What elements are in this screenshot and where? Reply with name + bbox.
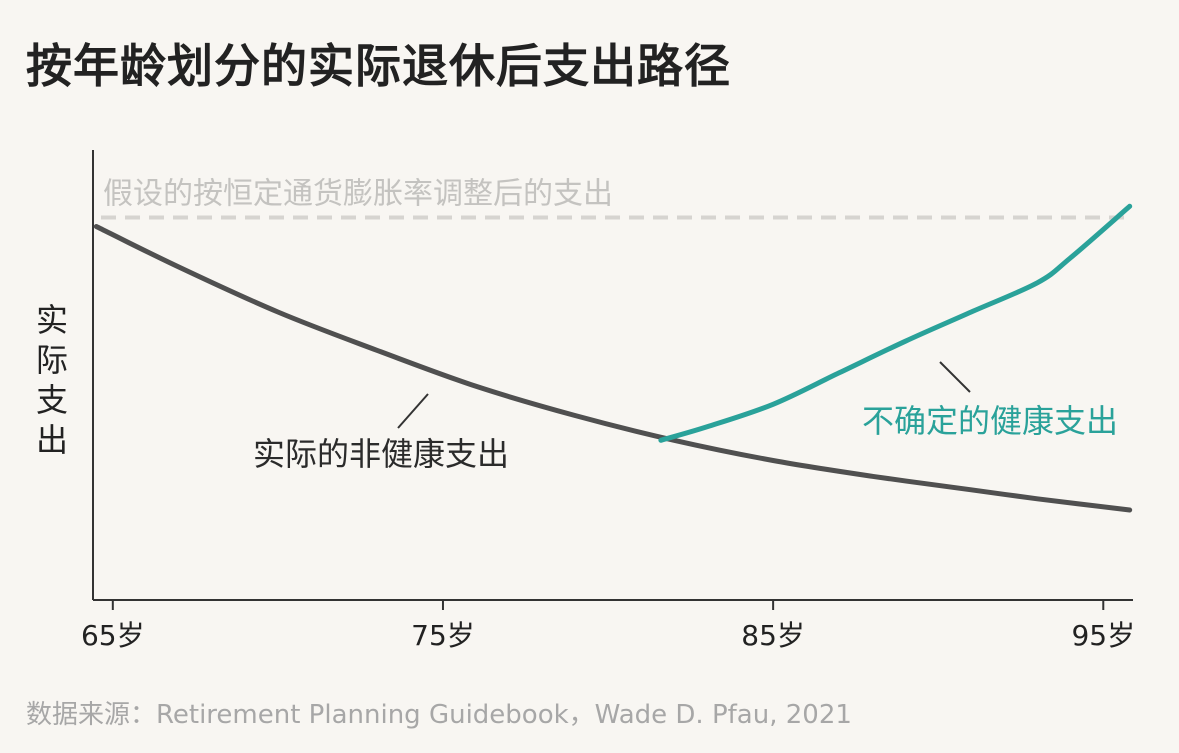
health-spending-line <box>658 203 1133 443</box>
y-axis-label: 实际支出 <box>36 301 68 459</box>
x-ticks: 65岁 75岁 85岁 95岁 <box>81 600 1135 652</box>
x-tick-label: 65岁 <box>81 619 145 652</box>
health-spending-label: 不确定的健康支出 <box>862 402 1118 440</box>
reference-line-label: 假设的按恒定通货膨胀率调整后的支出 <box>103 177 613 212</box>
chart-title: 按年龄划分的实际退休后支出路径 <box>26 39 731 93</box>
health-leader-line <box>939 361 971 393</box>
series-group <box>93 203 1133 513</box>
non-health-spending-label: 实际的非健康支出 <box>253 435 509 473</box>
non-health-spending-line <box>93 224 1133 513</box>
x-tick-label: 75岁 <box>411 619 475 652</box>
x-tick-label: 95岁 <box>1071 619 1135 652</box>
y-axis-label-text: 实际支出 <box>36 301 68 459</box>
reference-line-group: 假设的按恒定通货膨胀率调整后的支出 <box>101 177 1133 220</box>
non-health-leader-line <box>397 393 429 429</box>
x-tick-label: 85岁 <box>741 619 805 652</box>
series-labels: 实际的非健康支出 不确定的健康支出 <box>253 361 1118 473</box>
source-note: 数据来源：Retirement Planning Guidebook，Wade … <box>26 700 852 730</box>
